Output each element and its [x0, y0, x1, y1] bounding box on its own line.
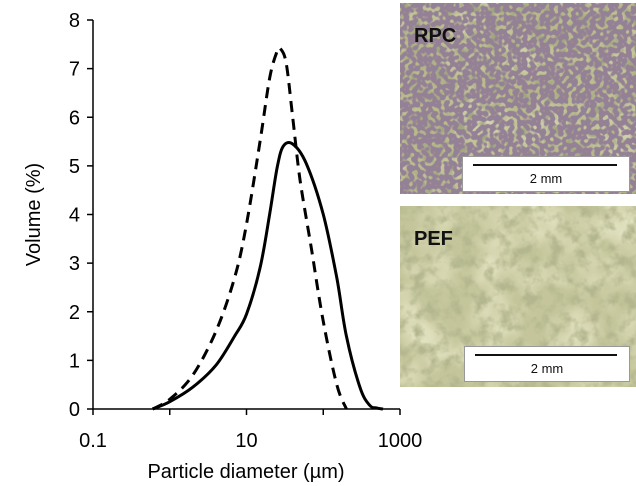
micrograph-pef-label: PEF — [414, 228, 453, 250]
micrograph-rpc-label: RPC — [414, 25, 457, 47]
micrograph-pef: PEF 2 mm — [400, 206, 636, 387]
scale-bar-line — [473, 164, 617, 166]
series-line-solid — [152, 140, 384, 411]
scale-bar-line — [475, 354, 617, 356]
y-axis-label: Volume (%) — [23, 163, 45, 266]
y-tick-label: 8 — [69, 10, 80, 32]
x-tick-label: 10 — [235, 430, 257, 452]
scale-bar-text: 2 mm — [529, 171, 563, 186]
series-line-dashed — [151, 46, 348, 411]
x-axis-label: Particle diameter (µm) — [147, 461, 344, 483]
x-axis: 0.1 10 1000 — [79, 408, 423, 452]
scale-bar-rpc: 2 mm — [462, 156, 630, 192]
x-tick-label: 0.1 — [79, 430, 107, 452]
x-tick-label: 1000 — [378, 430, 423, 452]
y-tick-label: 0 — [69, 399, 80, 421]
y-tick-label: 7 — [69, 59, 80, 81]
micrograph-rpc: RPC 2 mm — [400, 3, 636, 194]
scale-bar-pef: 2 mm — [464, 346, 630, 382]
y-tick-label: 3 — [69, 253, 80, 275]
y-tick-label: 6 — [69, 107, 80, 129]
y-axis: 0 1 2 3 4 5 6 7 8 — [69, 10, 94, 421]
y-tick-label: 4 — [69, 205, 80, 227]
y-tick-label: 5 — [69, 156, 80, 178]
y-tick-label: 2 — [69, 302, 80, 324]
y-tick-label: 1 — [69, 350, 80, 372]
scale-bar-text: 2 mm — [530, 361, 564, 376]
